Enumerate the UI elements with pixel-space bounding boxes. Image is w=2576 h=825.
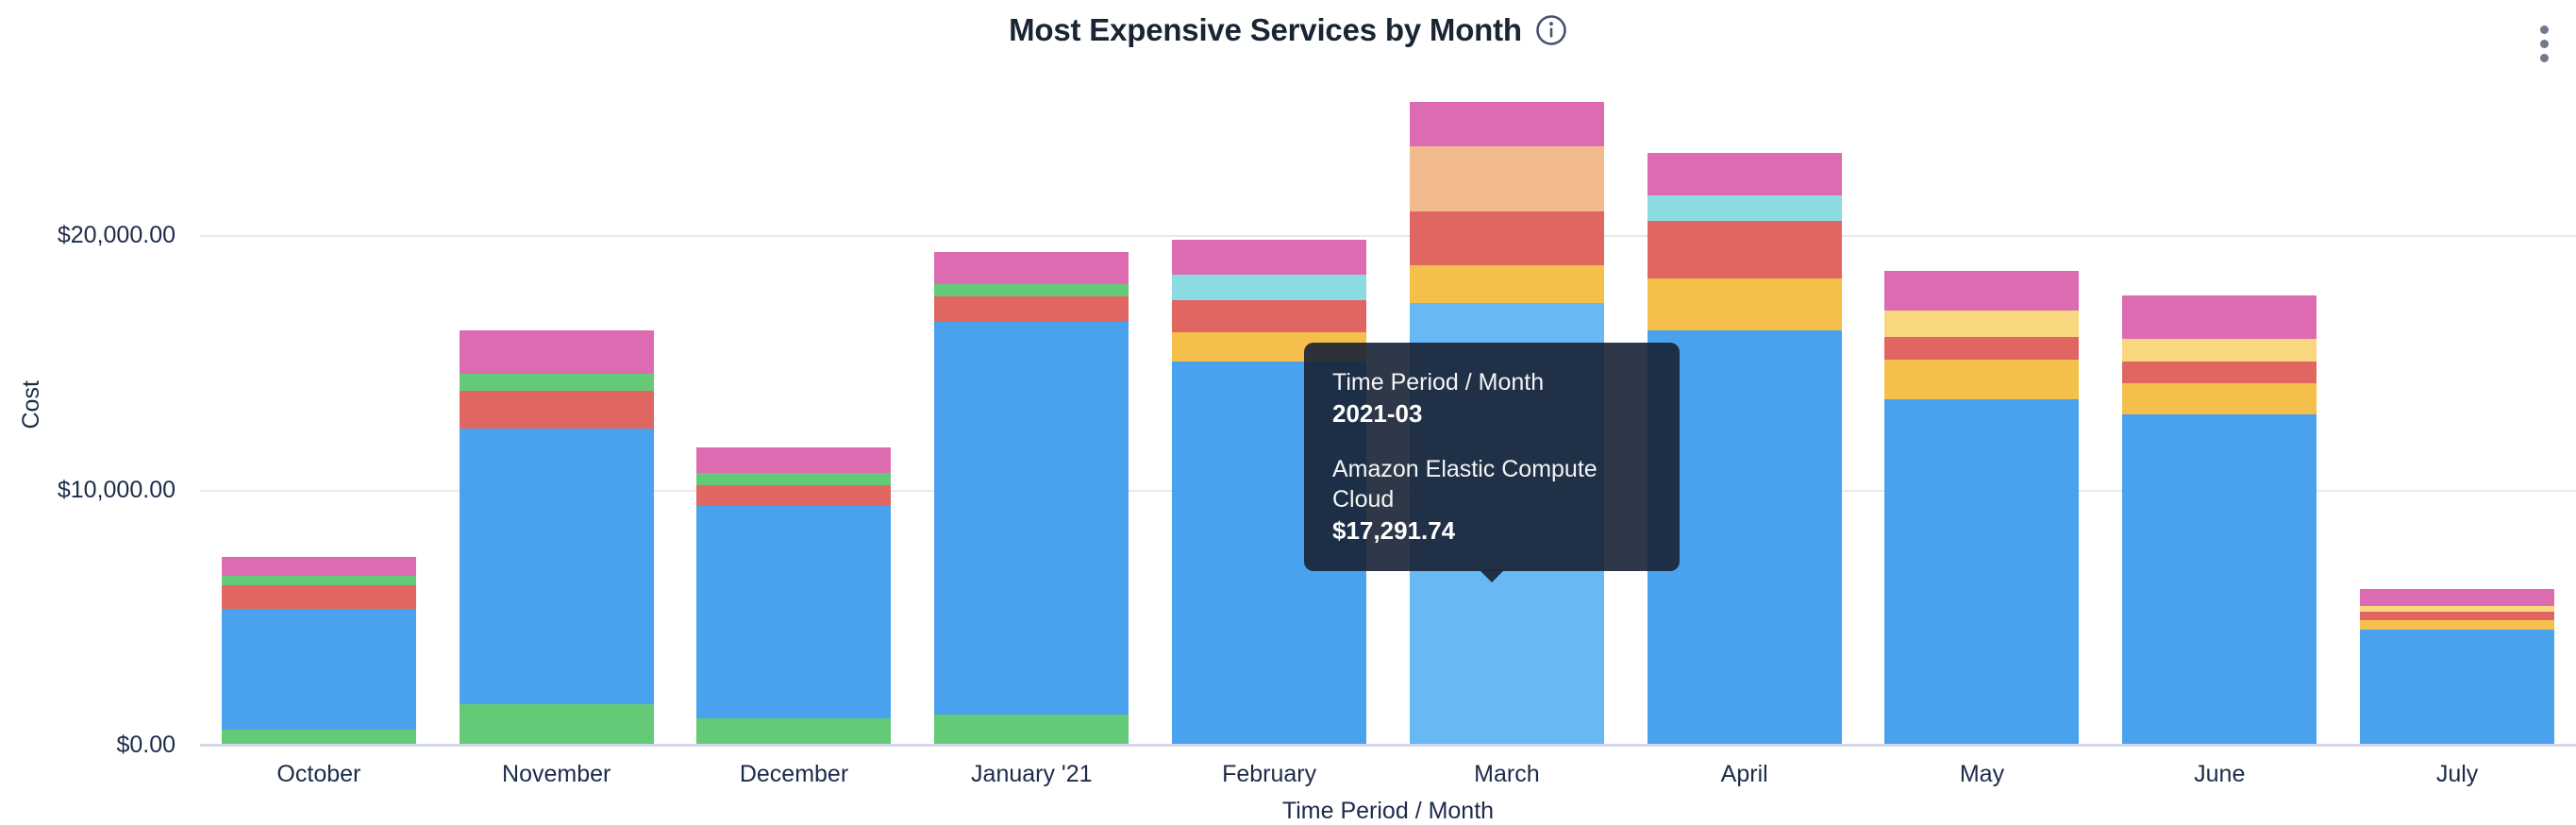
gridline: [200, 235, 2576, 237]
bar-segment-pink[interactable]: [934, 252, 1129, 284]
bar-segment-pink[interactable]: [459, 330, 654, 374]
x-tick-label: November: [502, 761, 611, 787]
chart-tooltip: Time Period / Month 2021-03 Amazon Elast…: [1304, 343, 1680, 582]
bar-segment-green[interactable]: [934, 284, 1129, 296]
bar-segment-green[interactable]: [934, 715, 1129, 744]
tooltip-arrow: [1480, 570, 1504, 582]
bar-november[interactable]: [459, 330, 654, 744]
bar-segment-pink[interactable]: [1884, 271, 2080, 311]
bar-segment-red[interactable]: [2122, 362, 2317, 383]
x-tick-label: May: [1959, 761, 2005, 787]
x-tick-label: January '21: [971, 761, 1093, 787]
bar-segment-red[interactable]: [1409, 211, 1604, 265]
bar-january-21[interactable]: [934, 252, 1129, 744]
bar-segment-red[interactable]: [1172, 300, 1367, 332]
bar-segment-pink[interactable]: [2360, 589, 2555, 606]
bar-segment-pink[interactable]: [1172, 240, 1367, 275]
bar-segment-green[interactable]: [459, 374, 654, 391]
bar-december[interactable]: [696, 447, 892, 744]
bar-segment-blue[interactable]: [934, 322, 1129, 715]
bar-segment-green[interactable]: [696, 473, 892, 485]
bar-segment-light_yellow[interactable]: [2122, 339, 2317, 362]
bar-slot-october: [200, 0, 438, 744]
bar-segment-cyan[interactable]: [1172, 275, 1367, 300]
bar-segment-red[interactable]: [1884, 337, 2080, 360]
bar-segment-red[interactable]: [459, 391, 654, 429]
tooltip-dimension-label: Time Period / Month: [1332, 369, 1545, 396]
kebab-dot: [2539, 25, 2549, 34]
bar-segment-pink[interactable]: [1647, 153, 1842, 195]
y-tick-label: $10,000.00: [57, 477, 176, 503]
bar-segment-amber[interactable]: [2360, 620, 2555, 630]
x-axis-ticks: October November December January '21 Februa…: [200, 761, 2576, 788]
bar-segment-red[interactable]: [696, 485, 892, 506]
bar-segment-blue[interactable]: [221, 609, 416, 730]
kebab-dot: [2539, 39, 2549, 48]
bar-segment-amber[interactable]: [2122, 383, 2317, 414]
bar-slot-june: [2100, 0, 2338, 744]
x-tick-label: June: [2194, 761, 2246, 787]
bar-segment-red[interactable]: [934, 296, 1129, 322]
bar-segment-light_yellow[interactable]: [1884, 311, 2080, 337]
overflow-menu-button[interactable]: [2527, 23, 2561, 64]
bar-june[interactable]: [2122, 295, 2317, 744]
bar-october[interactable]: [221, 557, 416, 744]
bar-segment-blue[interactable]: [1647, 330, 1842, 744]
x-tick-label: February: [1222, 761, 1317, 787]
bar-slot-november: [438, 0, 676, 744]
x-tick-label: April: [1720, 761, 1768, 787]
bar-segment-blue[interactable]: [2122, 414, 2317, 744]
bar-segment-red[interactable]: [1647, 221, 1842, 278]
bar-slot-may: [1864, 0, 2101, 744]
chart-header: Most Expensive Services by Month: [0, 0, 2576, 60]
bar-slot-january-21: [912, 0, 1150, 744]
tooltip-period-value: 2021-03: [1332, 399, 1423, 428]
x-tick-label: July: [2435, 761, 2479, 787]
bar-segment-red[interactable]: [221, 585, 416, 609]
x-axis-title: Time Period / Month: [1281, 798, 1495, 824]
tooltip-service-name: Amazon Elastic Compute Cloud: [1332, 456, 1597, 513]
info-icon[interactable]: [1535, 14, 1567, 46]
bar-segment-blue[interactable]: [459, 429, 654, 704]
bar-segment-green[interactable]: [221, 576, 416, 585]
bar-slot-december: [676, 0, 913, 744]
tooltip-spacer: [1332, 429, 1651, 454]
chart-title: Most Expensive Services by Month: [1009, 12, 1522, 47]
x-tick-label: March: [1474, 761, 1540, 787]
bar-segment-cyan[interactable]: [1647, 195, 1842, 221]
bar-slot-april: [1626, 0, 1864, 744]
bar-july[interactable]: [2360, 589, 2555, 744]
y-tick-label: $0.00: [116, 732, 176, 758]
x-tick-label: December: [739, 761, 849, 787]
bar-segment-pink[interactable]: [696, 447, 892, 473]
bar-segment-red[interactable]: [2360, 612, 2555, 620]
bar-segment-amber[interactable]: [1409, 265, 1604, 303]
bar-segment-blue[interactable]: [696, 506, 892, 718]
y-tick-label: $20,000.00: [57, 222, 176, 248]
bar-segment-green[interactable]: [696, 718, 892, 744]
x-tick-label: October: [276, 761, 361, 787]
bar-segment-amber[interactable]: [1647, 278, 1842, 330]
bar-segment-peach[interactable]: [1409, 146, 1604, 211]
bar-segment-blue[interactable]: [2360, 630, 2555, 744]
bar-slot-july: [2338, 0, 2576, 744]
bar-segment-pink[interactable]: [221, 557, 416, 576]
kebab-dot: [2539, 53, 2549, 62]
bar-segment-green[interactable]: [221, 730, 416, 744]
x-axis-line: [200, 744, 2576, 747]
y-axis-title: Cost: [18, 380, 45, 429]
bar-april[interactable]: [1647, 153, 1842, 744]
bar-segment-light_yellow[interactable]: [2360, 606, 2555, 612]
bar-segment-amber[interactable]: [1884, 360, 2080, 399]
bar-segment-pink[interactable]: [1409, 102, 1604, 146]
bar-segment-green[interactable]: [459, 704, 654, 744]
tooltip-cost-value: $17,291.74: [1332, 516, 1456, 545]
bar-segment-blue[interactable]: [1884, 399, 2080, 744]
bar-may[interactable]: [1884, 271, 2080, 744]
bar-segment-pink[interactable]: [2122, 295, 2317, 339]
